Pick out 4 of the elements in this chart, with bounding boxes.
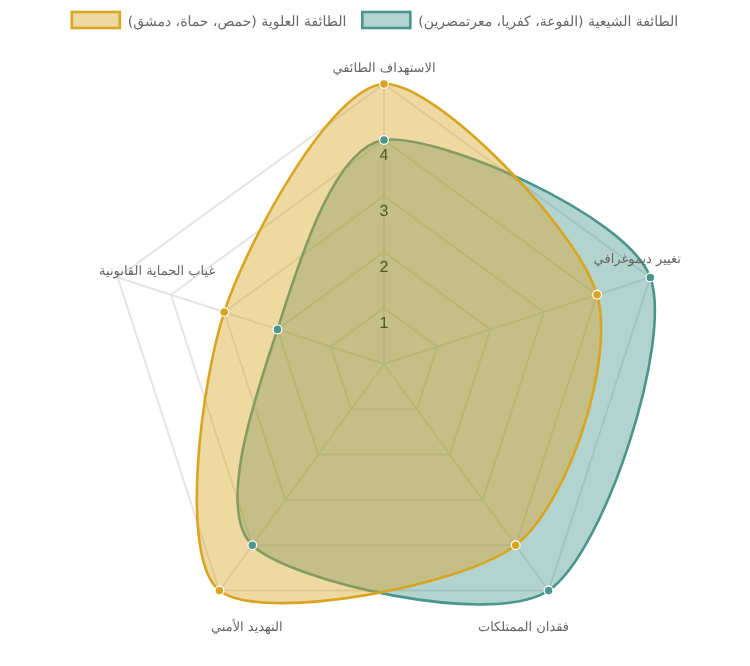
y-tick-label: 3 xyxy=(379,202,390,220)
y-tick-label: 4 xyxy=(379,146,390,164)
y-tick-label: 1 xyxy=(379,314,390,332)
y-tick-label: 2 xyxy=(379,258,390,276)
